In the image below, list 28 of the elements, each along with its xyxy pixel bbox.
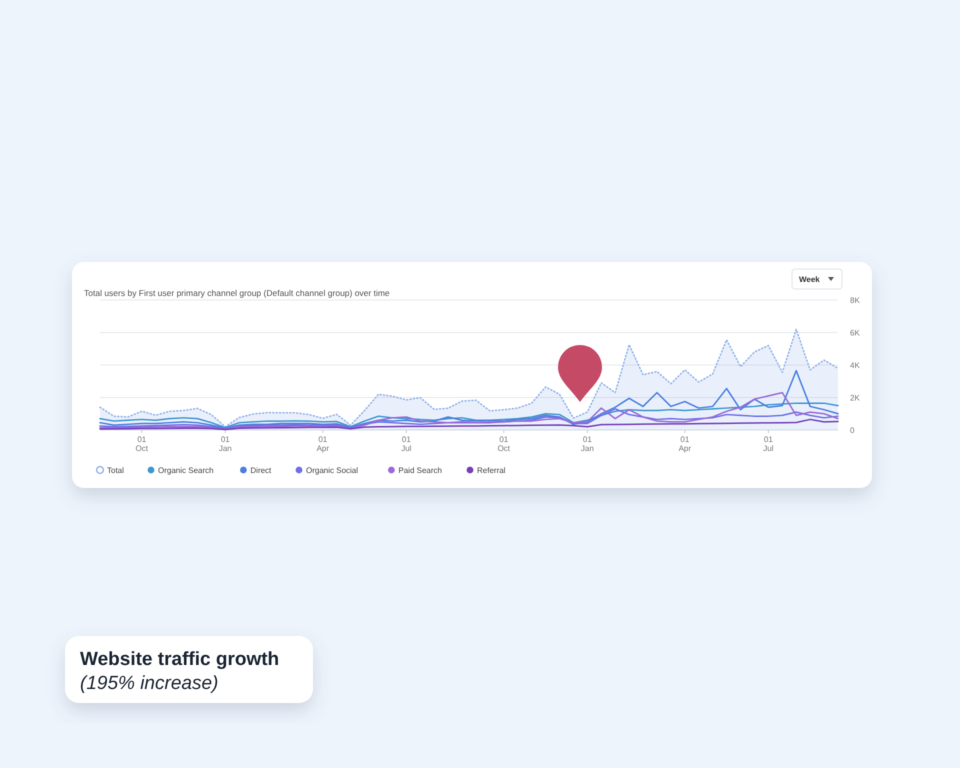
text: (195% increase) bbox=[80, 673, 218, 694]
y-tick-label: 0 bbox=[850, 426, 855, 435]
x-tick-label: 01 Jan bbox=[580, 435, 594, 453]
chart-title: Total users by First user primary channel group (Default channel group) over time bbox=[84, 288, 390, 298]
line-series bbox=[99, 418, 839, 430]
line-series bbox=[99, 402, 839, 428]
legend-label: Referral bbox=[477, 466, 506, 475]
text: Website traffic growth bbox=[80, 649, 280, 670]
legend-label: Total bbox=[107, 466, 124, 475]
line-series bbox=[99, 392, 839, 430]
x-tick-label: 01 Apr bbox=[316, 435, 330, 453]
y-tick-label: 8K bbox=[850, 296, 860, 305]
x-tick-label: 01 Oct bbox=[498, 435, 511, 453]
y-tick-label: 4K bbox=[850, 360, 860, 370]
line-series bbox=[99, 370, 839, 430]
x-tick-label: 01 Oct bbox=[136, 435, 149, 453]
y-tick-label: 6K bbox=[850, 328, 860, 338]
x-tick-label: 01 Jul bbox=[763, 435, 774, 453]
x-tick-label: 01 Apr bbox=[678, 435, 692, 453]
text: Week bbox=[799, 274, 820, 284]
y-tick-label: 2K bbox=[850, 393, 860, 402]
legend-label: Direct bbox=[250, 466, 272, 475]
x-tick-label: 01 Jan bbox=[218, 435, 232, 453]
legend-label: Paid Search bbox=[398, 466, 442, 475]
line-series bbox=[99, 408, 839, 430]
legend-label: Organic Social bbox=[306, 466, 358, 475]
x-tick-label: 01 Jul bbox=[401, 435, 412, 453]
legend-label: Organic Search bbox=[158, 466, 214, 475]
